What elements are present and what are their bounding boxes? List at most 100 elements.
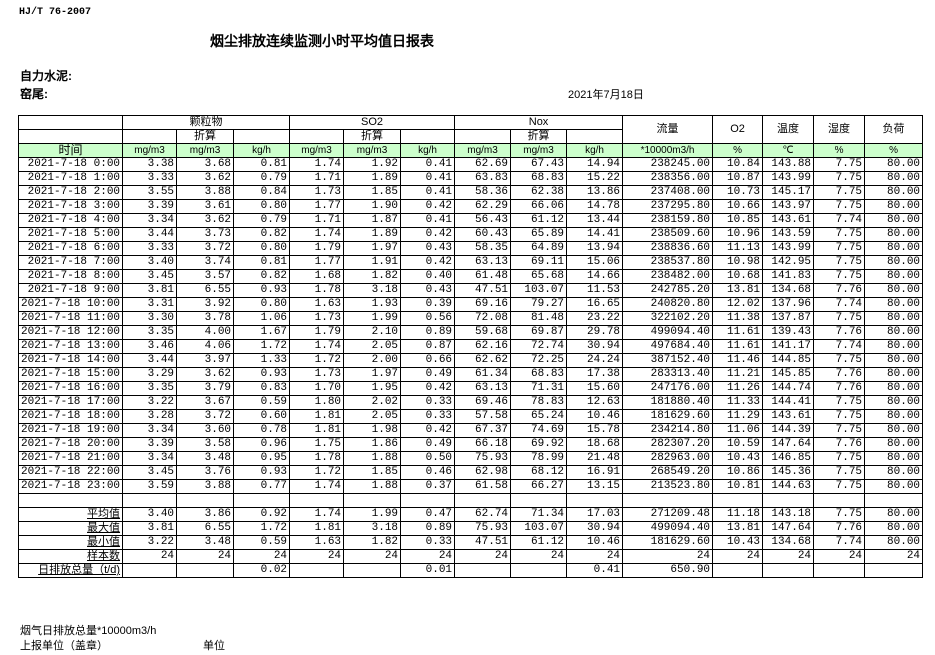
value-cell: 81.48 (510, 311, 568, 326)
value-cell: 15.06 (566, 255, 624, 270)
value-cell: 0.37 (400, 479, 456, 494)
value-cell: 68.83 (510, 367, 568, 382)
value-cell: 10.86 (712, 465, 764, 480)
value-cell: 0.02 (233, 563, 291, 578)
value-cell: 141.17 (762, 339, 815, 354)
value-cell: 1.72 (289, 465, 345, 480)
value-cell: 58.35 (454, 241, 512, 256)
blank-cell (622, 493, 714, 508)
value-cell: 1.73 (289, 367, 345, 382)
blank-cell (510, 493, 568, 508)
header-humidity: 湿度 (813, 115, 866, 144)
blank-cell (566, 493, 624, 508)
value-cell: 7.75 (813, 255, 866, 270)
value-cell: 134.68 (762, 283, 815, 298)
value-cell: 3.44 (122, 353, 178, 368)
value-cell: 7.75 (813, 409, 866, 424)
value-cell: 146.85 (762, 451, 815, 466)
value-cell: 80.00 (864, 353, 924, 368)
value-cell: 3.39 (122, 437, 178, 452)
value-cell: 141.83 (762, 269, 815, 284)
unit-cell: % (864, 143, 924, 158)
blank-cell (813, 493, 866, 508)
value-cell: 145.85 (762, 367, 815, 382)
value-cell: 0.01 (400, 563, 456, 578)
value-cell: 137.96 (762, 297, 815, 312)
value-cell: 80.00 (864, 451, 924, 466)
value-cell: 3.38 (122, 157, 178, 172)
value-cell: 3.88 (176, 479, 235, 494)
summary-row: 日排放总量（t/d) 0.02 0.01 0.41 650.90 (17, 563, 924, 578)
value-cell: 0.59 (233, 395, 291, 410)
value-cell: 16.65 (566, 297, 624, 312)
value-cell: 1.82 (343, 269, 402, 284)
time-cell: 2021-7-18 7:00 (17, 255, 124, 270)
value-cell: 24.24 (566, 353, 624, 368)
value-cell: 1.74 (289, 227, 345, 242)
value-cell: 10.84 (712, 157, 764, 172)
value-cell: 7.76 (813, 325, 866, 340)
value-cell: 1.79 (289, 325, 345, 340)
value-cell: 24 (289, 549, 345, 564)
value-cell: 1.98 (343, 423, 402, 438)
value-cell: 0.49 (400, 367, 456, 382)
value-cell: 0.82 (233, 269, 291, 284)
value-cell: 63.83 (454, 171, 512, 186)
table-row: 2021-7-18 22:00 3.45 3.76 0.93 1.72 1.85 0.46 6… (17, 465, 924, 480)
value-cell: 7.75 (813, 465, 866, 480)
value-cell: 80.00 (864, 367, 924, 382)
value-cell: 69.11 (510, 255, 568, 270)
unit-cell: kg/h (566, 143, 624, 158)
unit-cell: *10000m3/h (622, 143, 714, 158)
header-row-converted: 折算 折算 折算 (17, 129, 923, 144)
value-cell: 11.06 (712, 423, 764, 438)
value-cell: 7.75 (813, 199, 866, 214)
value-cell: 1.85 (343, 465, 402, 480)
value-cell: 1.73 (289, 311, 345, 326)
standard-code: HJ/T 76-2007 (19, 7, 92, 18)
value-cell: 17.38 (566, 367, 624, 382)
value-cell: 3.33 (122, 171, 178, 186)
value-cell: 7.74 (813, 297, 866, 312)
value-cell: 10.81 (712, 479, 764, 494)
value-cell: 3.30 (122, 311, 178, 326)
value-cell: 11.13 (712, 241, 764, 256)
header-blank (17, 115, 124, 130)
value-cell: 0.87 (400, 339, 456, 354)
value-cell: 3.72 (176, 409, 235, 424)
value-cell: 80.00 (864, 535, 924, 550)
header-row-units: 时间 mg/m3 mg/m3 kg/h mg/m3 mg/m3 kg/h mg/m3 mg/m… (17, 143, 924, 158)
value-cell: 80.00 (864, 521, 924, 536)
value-cell: 147.64 (762, 437, 815, 452)
blank-cell (233, 493, 291, 508)
value-cell: 238245.00 (622, 157, 714, 172)
unit-cell: kg/h (233, 143, 291, 158)
header-blank (233, 129, 291, 144)
summary-label: 最大值 (17, 521, 124, 536)
value-cell: 147.64 (762, 521, 815, 536)
value-cell: 3.86 (176, 507, 235, 522)
table-row: 2021-7-18 12:00 3.35 4.00 1.67 1.79 2.10 0.89 5… (17, 325, 924, 340)
table-row: 2021-7-18 11:00 3.30 3.78 1.06 1.73 1.99 0.56 7… (17, 311, 924, 326)
value-cell: 1.85 (343, 185, 402, 200)
value-cell: 3.62 (176, 213, 235, 228)
value-cell: 0.80 (233, 241, 291, 256)
value-cell: 0.42 (400, 423, 456, 438)
value-cell: 1.71 (289, 171, 345, 186)
value-cell: 0.59 (233, 535, 291, 550)
value-cell: 62.62 (454, 353, 512, 368)
value-cell: 2.00 (343, 353, 402, 368)
table-row: 2021-7-18 15:00 3.29 3.62 0.93 1.73 1.97 0.49 6… (17, 367, 924, 382)
value-cell: 24 (622, 549, 714, 564)
value-cell: 181629.60 (622, 409, 714, 424)
value-cell: 0.93 (233, 283, 291, 298)
value-cell: 0.42 (400, 381, 456, 396)
time-cell: 2021-7-18 2:00 (17, 185, 124, 200)
value-cell (864, 563, 924, 578)
value-cell: 66.18 (454, 437, 512, 452)
value-cell: 15.22 (566, 171, 624, 186)
value-cell: 0.33 (400, 409, 456, 424)
value-cell: 24 (176, 549, 235, 564)
value-cell (454, 563, 512, 578)
table-row: 2021-7-18 18:00 3.28 3.72 0.60 1.81 2.05 0.33 5… (17, 409, 924, 424)
